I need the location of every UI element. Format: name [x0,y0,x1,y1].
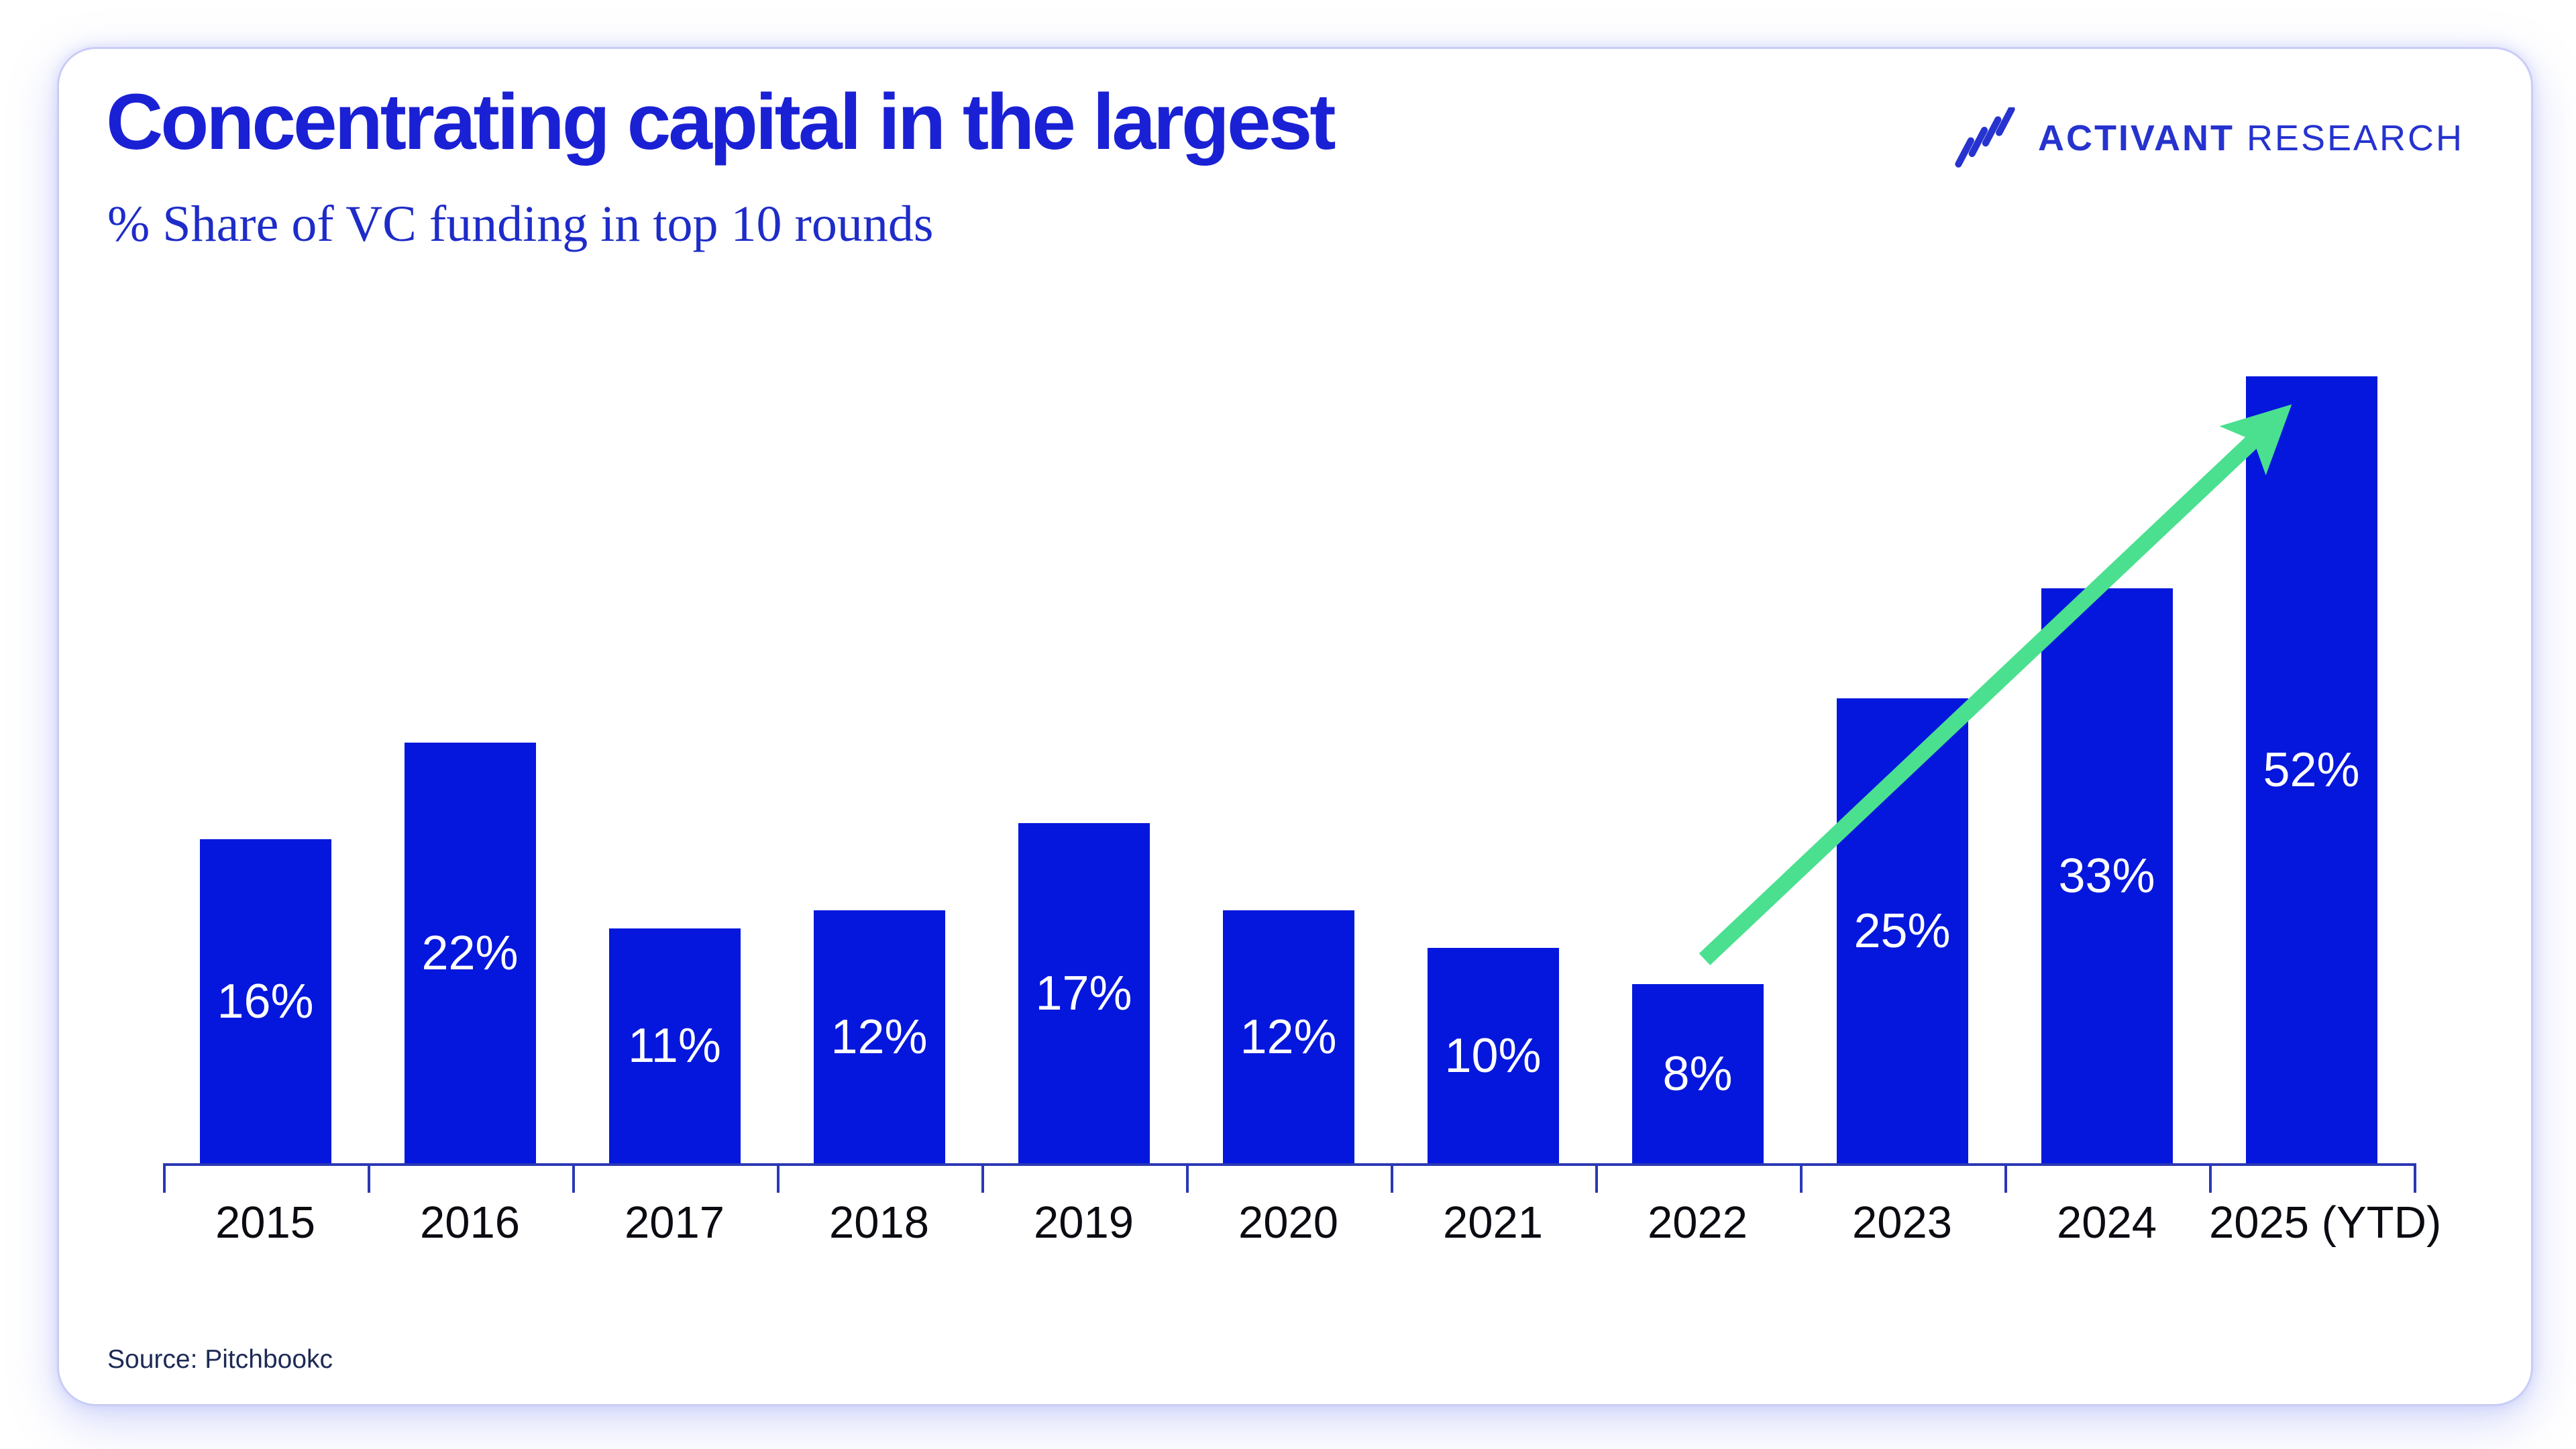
chart-card: Concentrating capital in the largest % S… [57,47,2533,1406]
activant-logo-mark-icon [1955,107,2015,168]
x-axis-label-2018: 2018 [828,1197,930,1248]
axis-tick [2414,1163,2416,1193]
bar-value-label: 16% [217,974,314,1028]
trend-arrow [1699,404,2292,965]
bar-value-label: 25% [1854,904,1951,958]
axis-tick [2209,1163,2212,1193]
x-axis-label-2019: 2019 [1033,1197,1134,1248]
axis-tick [1186,1163,1189,1193]
x-axis-label-2021: 2021 [1442,1197,1544,1248]
bar-2015: 16% [199,839,331,1163]
x-axis-label-2016: 2016 [419,1197,521,1248]
page-title: Concentrating capital in the largest [106,78,1336,166]
x-axis-label-2023: 2023 [1851,1197,1953,1248]
bar-value-label: 17% [1035,966,1132,1020]
x-axis-label-2025 (YTD): 2025 (YTD) [2209,1197,2442,1248]
bar-value-label: 22% [421,926,519,980]
x-axis-label-2017: 2017 [624,1197,725,1248]
x-axis-label-2020: 2020 [1238,1197,1339,1248]
bar-2022: 8% [1631,984,1764,1163]
logo-text-activant: ACTIVANT [2037,118,2235,158]
axis-tick [2004,1163,2007,1193]
x-axis-label-2022: 2022 [1647,1197,1748,1248]
axis-tick [1391,1163,1393,1193]
axis-tick [1800,1163,1803,1193]
bar-value-label: 33% [2058,849,2155,903]
axis-tick [163,1163,166,1193]
bar-value-label: 10% [1444,1028,1542,1083]
bar-2020: 12% [1222,910,1354,1163]
bar-2021: 10% [1427,948,1559,1163]
bar-value-label: 52% [2263,743,2360,797]
axis-tick [1595,1163,1598,1193]
axis-tick [777,1163,780,1193]
axis-tick [572,1163,575,1193]
bar-value-label: 12% [1240,1010,1337,1064]
activant-logo: ACTIVANT RESEARCH [1952,101,2464,175]
bar-value-label: 11% [628,1019,721,1073]
bar-2025 (YTD): 52% [2245,376,2377,1163]
axis-tick [368,1163,370,1193]
logo-text-research: RESEARCH [2246,118,2464,158]
bar-2019: 17% [1018,823,1150,1163]
chart-subtitle: % Share of VC funding in top 10 rounds [107,196,934,252]
source-note: Source: Pitchbookc [107,1345,333,1375]
bar-2016: 22% [404,743,536,1163]
bar-value-label: 8% [1662,1046,1733,1101]
activant-logo-text: ACTIVANT RESEARCH [2038,117,2464,159]
x-axis-label-2024: 2024 [2056,1197,2157,1248]
x-axis-label-2015: 2015 [215,1197,316,1248]
trend-arrow-line [1699,404,2292,965]
x-axis-line [163,1163,2416,1166]
bar-chart: 16% 2015 22% 2016 11% 2017 12% 2018 17% 2019 12% 20… [59,49,2531,1404]
axis-tick [981,1163,984,1193]
bar-2017: 11% [608,928,741,1163]
bar-value-label: 12% [830,1010,928,1064]
bar-2024: 33% [2041,588,2173,1163]
bar-2018: 12% [813,910,945,1163]
